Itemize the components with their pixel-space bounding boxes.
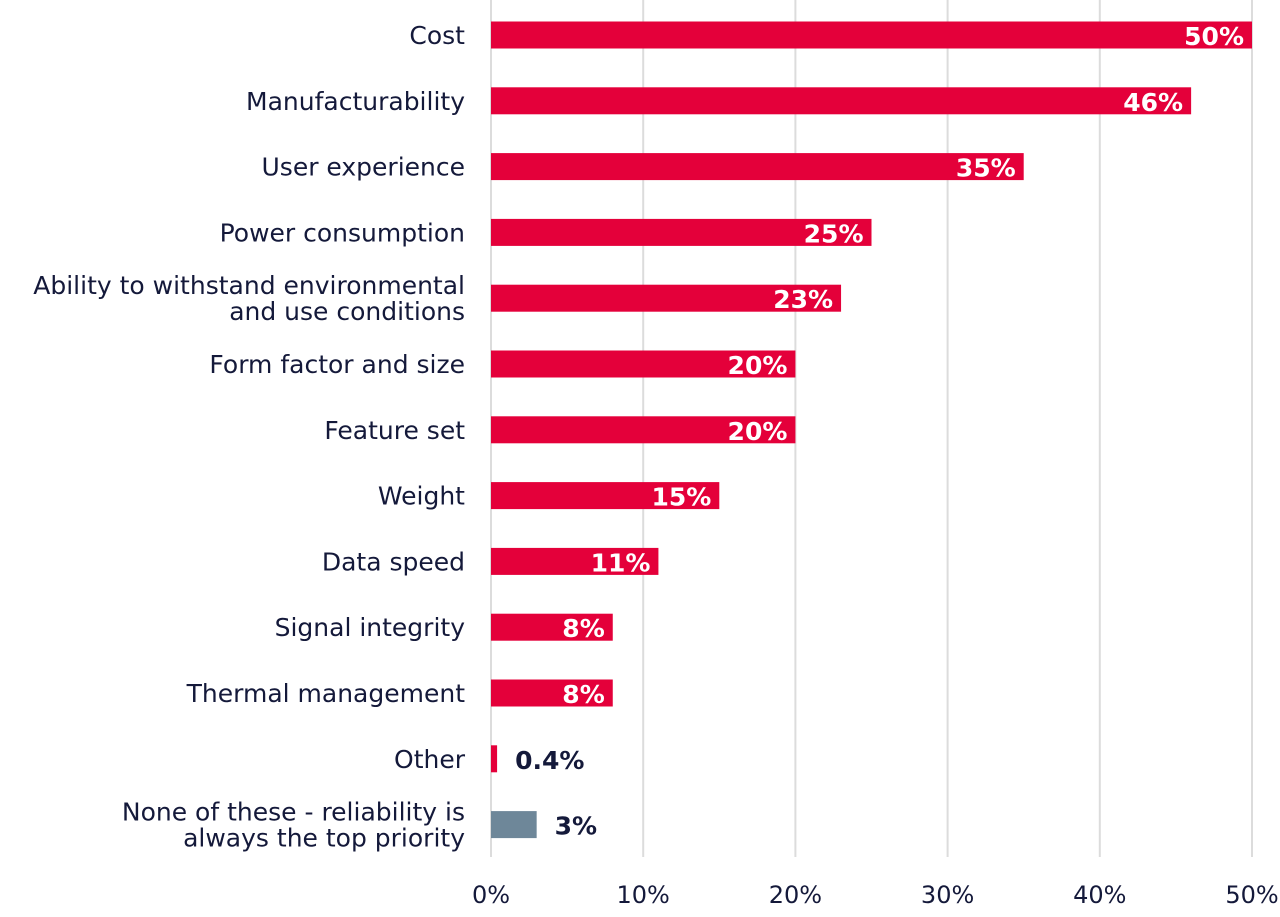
category-label: Cost	[409, 21, 465, 50]
data-label: 25%	[804, 219, 864, 248]
x-tick-label: 50%	[1225, 881, 1278, 909]
category-label-line: and use conditions	[229, 297, 465, 326]
data-label: 20%	[728, 351, 788, 380]
category-label: None of these - reliability is always the…	[122, 798, 465, 853]
category-label-line: Signal integrity	[275, 613, 466, 642]
category-label: Data speed	[322, 547, 465, 576]
data-label: 50%	[1184, 22, 1244, 51]
x-tick-label: 20%	[769, 881, 822, 909]
category-label-line: Weight	[378, 482, 465, 511]
data-label: 11%	[591, 548, 651, 577]
x-tick-label: 30%	[921, 881, 974, 909]
data-label: 20%	[728, 417, 788, 446]
bar	[491, 482, 720, 510]
category-label: Weight	[378, 482, 465, 511]
data-label: 35%	[956, 154, 1016, 183]
bar	[491, 811, 537, 839]
data-label: 15%	[651, 483, 711, 512]
bar	[491, 416, 796, 444]
x-tick-label: 10%	[617, 881, 670, 909]
category-label: Ability to withstand environmental and us…	[33, 271, 465, 326]
category-label: Form factor and size	[209, 350, 465, 379]
category-label-line: always the top priority	[183, 824, 465, 853]
data-label: 23%	[773, 285, 833, 314]
category-label-line: Thermal management	[186, 679, 466, 708]
category-label-line: Form factor and size	[209, 350, 465, 379]
x-tick-label: 40%	[1073, 881, 1126, 909]
x-tick-label: 0%	[472, 881, 510, 909]
data-label: 0.4%	[515, 746, 584, 775]
data-label: 8%	[562, 680, 604, 709]
data-label: 3%	[555, 812, 597, 841]
category-label-line: User experience	[262, 153, 466, 182]
bar	[491, 87, 1192, 115]
bar	[491, 679, 613, 707]
category-label-line: Cost	[409, 21, 465, 50]
bar	[491, 745, 498, 773]
bar	[491, 350, 796, 378]
category-label-line: Data speed	[322, 547, 465, 576]
category-label: User experience	[262, 153, 466, 182]
category-label: Signal integrity	[275, 613, 466, 642]
category-label-line: None of these - reliability is	[122, 798, 465, 827]
bar	[491, 153, 1024, 181]
data-label: 46%	[1123, 88, 1183, 117]
data-label: 8%	[562, 614, 604, 643]
category-label: Power consumption	[220, 218, 465, 247]
category-label: Other	[394, 745, 466, 774]
category-label: Thermal management	[186, 679, 466, 708]
bar	[491, 613, 613, 641]
bar	[491, 21, 1252, 49]
bar	[491, 284, 842, 312]
category-label-line: Manufacturability	[246, 87, 465, 116]
category-label-line: Ability to withstand environmental	[33, 271, 465, 300]
category-label: Feature set	[324, 416, 465, 445]
category-label: Manufacturability	[246, 87, 465, 116]
bar	[491, 218, 872, 246]
category-label-line: Other	[394, 745, 466, 774]
bar	[491, 547, 659, 575]
category-label-line: Power consumption	[220, 218, 465, 247]
category-label-line: Feature set	[324, 416, 465, 445]
